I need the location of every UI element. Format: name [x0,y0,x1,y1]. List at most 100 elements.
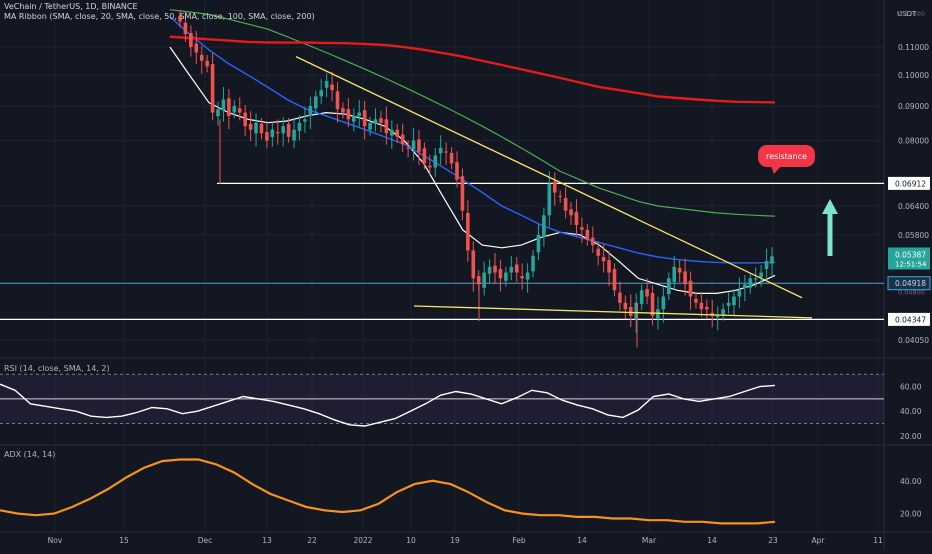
x-axis-label: 14 [707,536,717,545]
candle-body [764,261,769,270]
candle-body [694,298,698,303]
candle-body [341,108,345,113]
price-axis-label: 0.04800 [898,289,925,297]
x-axis-label: 2022 [353,536,372,545]
candle-body [292,129,296,141]
candle-body [601,256,606,262]
x-axis-label: 13 [262,536,272,545]
candle-body [210,64,215,113]
candle-body [607,260,611,273]
candle-body [509,266,514,273]
candle-body [558,196,562,198]
price-axis-label: 0.04050 [898,336,929,345]
adx-axis-label: 40.00 [900,477,922,486]
candle-body [514,264,519,273]
price-badge-label: 0.04347 [895,315,926,324]
price-axis-label: 0.06400 [898,202,929,211]
candle-body [330,84,334,91]
candle-body [563,198,568,211]
candle-body [569,209,573,216]
candle-body [449,152,454,164]
candle-body [422,148,427,164]
annotations: resistance [758,145,838,256]
candle-body [346,109,351,120]
price-axis-label: 0.12000 [898,10,925,18]
x-axis-label: 19 [450,536,460,545]
ma-ribbon-line: MA Ribbon (SMA, close, 20, SMA, close, 5… [4,12,315,21]
candle-body [726,302,731,306]
candle-body [683,271,687,285]
candle-body [705,306,709,310]
candle-body [265,132,269,141]
candle-body [645,289,649,297]
candle-body [542,215,546,238]
candlesticks [178,10,774,348]
candle-body [281,126,285,134]
candle-body [270,129,275,138]
candle-body [618,292,622,303]
candle-body [688,280,693,297]
candle-body [504,272,508,281]
candle-body [433,155,438,168]
candle-body [520,276,524,279]
candle-body [672,266,677,282]
candle-body [221,99,226,111]
candle-body [612,269,617,291]
candle-body [411,140,416,150]
candle-body [400,134,405,145]
candle-body [661,296,666,310]
candle-body [639,290,644,304]
candle-body [237,108,242,113]
x-axis-label: 15 [119,536,129,545]
price-levels [0,182,884,320]
candle-body [373,119,378,124]
candle-body [677,268,682,273]
candle-body [487,266,492,274]
x-axis-label: Dec [198,536,213,545]
candle-body [319,90,324,97]
candle-body [395,129,400,137]
candle-body [335,91,340,110]
candle-body [650,293,655,316]
candle-body [531,255,535,272]
candle-body [471,250,476,279]
candle-body [493,265,497,273]
candle-body [547,183,552,216]
candle-body [732,296,736,306]
x-axis-label: 11 [873,536,883,545]
adx-axis-label: 20.00 [900,510,922,519]
candle-body [590,237,595,246]
candle-body [368,122,372,130]
candle-body [525,272,530,280]
falling-trendline [295,56,803,299]
price-badge [888,176,930,190]
candle-body [254,122,258,134]
candle-body [628,306,633,316]
last-price-label: 0.05387 [895,250,926,259]
candle-body [536,234,541,253]
candle-body [585,229,590,240]
candle-body [308,105,313,116]
candle-body [455,162,459,180]
candle-body [417,139,421,152]
candle-body [770,256,774,264]
adx-title: ADX (14, 14) [4,450,56,459]
candle-body [384,119,389,134]
candle-body [753,278,758,280]
resistance-bubble-tail [771,166,781,174]
symbol-line: VeChain / TetherUS, 1D, BINANCE [4,2,138,11]
candle-body [406,147,410,149]
adx-panel [0,458,776,525]
last-price-badge [888,247,930,270]
candle-body [183,22,188,35]
candle-body [552,181,557,193]
x-axis-label: Mar [642,536,657,545]
candle-body [476,276,481,285]
candle-body [667,278,671,295]
candle-body [759,272,763,278]
candle-body [460,176,465,211]
candle-body [623,302,628,310]
candle-body [715,315,720,318]
